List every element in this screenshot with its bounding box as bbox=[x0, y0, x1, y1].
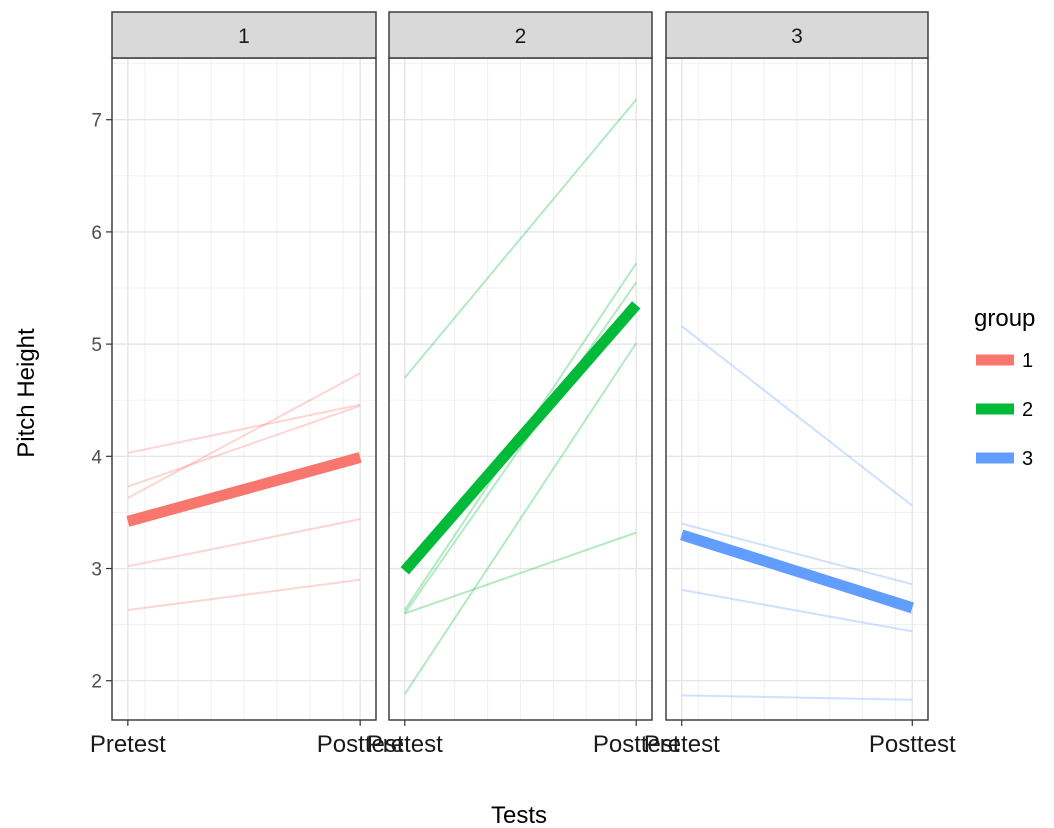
x-tick-label: Posttest bbox=[593, 731, 680, 758]
y-tick-label: 7 bbox=[91, 111, 102, 132]
individual-line bbox=[404, 98, 637, 379]
facet-panel-3: 3 Pretest Posttest bbox=[644, 11, 956, 758]
individual-line bbox=[127, 578, 361, 612]
individual-line bbox=[681, 588, 913, 633]
legend-label-2: 2 bbox=[1022, 399, 1033, 421]
individual-line bbox=[127, 404, 361, 488]
mean-line bbox=[400, 301, 641, 575]
individual-line bbox=[127, 403, 361, 454]
facet-strip bbox=[111, 11, 377, 59]
y-tick-label: 3 bbox=[91, 560, 102, 581]
x-tick-label: Posttest bbox=[317, 731, 404, 758]
individual-line bbox=[127, 372, 361, 499]
legend: group 1 2 3 bbox=[974, 305, 1035, 470]
x-axis-title: Tests bbox=[491, 802, 547, 828]
facet-strip-label: 2 bbox=[515, 25, 527, 48]
y-tick-label: 5 bbox=[91, 335, 102, 356]
facet-strip-label: 3 bbox=[791, 25, 803, 48]
facet-panel-1: 1 Pretest Posttest bbox=[90, 11, 404, 758]
x-tick-label: Pretest bbox=[367, 731, 443, 758]
x-tick-label: Posttest bbox=[869, 731, 956, 758]
mean-line bbox=[680, 529, 914, 614]
facet-strip bbox=[665, 11, 929, 59]
individual-line bbox=[681, 522, 913, 586]
individual-line bbox=[681, 694, 913, 701]
legend-title: group bbox=[974, 305, 1035, 332]
y-tick-label: 2 bbox=[91, 672, 102, 693]
facet-strip-label: 1 bbox=[238, 25, 250, 48]
mean-line bbox=[126, 452, 362, 527]
individual-line bbox=[404, 531, 637, 615]
x-tick-label: Pretest bbox=[90, 731, 166, 758]
legend-label-3: 3 bbox=[1022, 448, 1033, 470]
x-tick-label: Pretest bbox=[644, 731, 720, 758]
individual-line bbox=[681, 325, 913, 507]
facet-strip bbox=[388, 11, 653, 59]
legend-label-1: 1 bbox=[1022, 350, 1033, 372]
individual-line bbox=[403, 281, 638, 614]
individual-line bbox=[127, 518, 361, 568]
facet-panel-2: 2 Pretest Posttest bbox=[367, 11, 680, 758]
y-tick-label: 4 bbox=[91, 447, 102, 468]
individual-line bbox=[403, 342, 638, 695]
y-axis: 2 3 4 5 6 7 bbox=[91, 111, 112, 693]
y-tick-label: 6 bbox=[91, 223, 102, 244]
y-axis-title: Pitch Height bbox=[13, 328, 40, 458]
